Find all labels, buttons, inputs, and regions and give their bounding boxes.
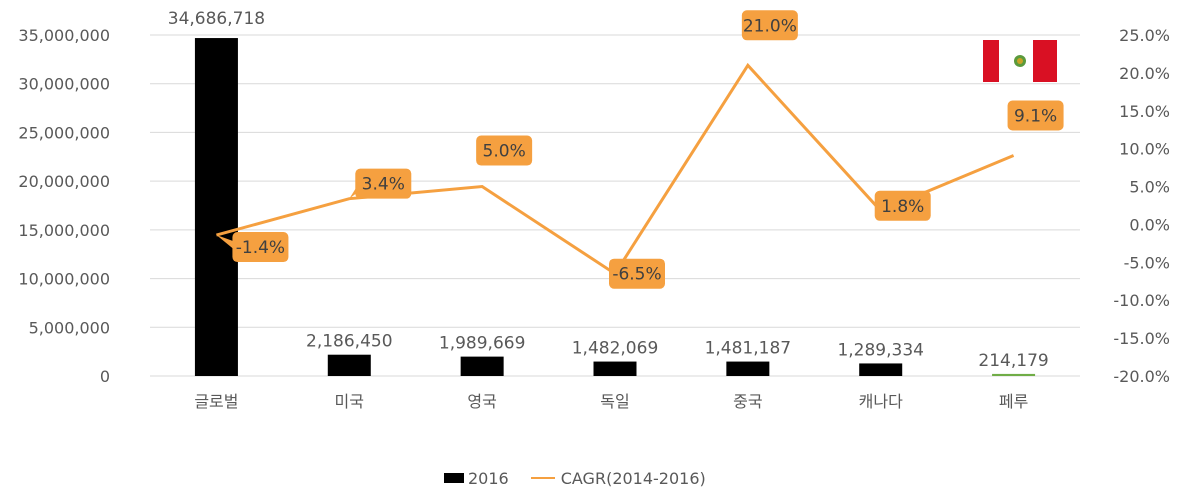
callout-box <box>874 190 931 221</box>
category-labels: 글로벌 미국 영국 독일 중국 캐나다 페루 <box>194 392 1028 411</box>
legend-swatch-bar <box>444 473 464 483</box>
cagr-polyline <box>216 62 1015 276</box>
category-label: 독일 <box>600 392 629 411</box>
left-tick-label: 25,000,000 <box>18 123 110 142</box>
left-tick-label: 30,000,000 <box>18 75 110 94</box>
bar-6 <box>992 373 1036 376</box>
cagr-callouts: -1.4% 3.4% 5.0% -6.5% 21.0% 1.8% 9.1% <box>216 10 1064 289</box>
left-tick-label: 35,000,000 <box>18 26 110 45</box>
category-label: 미국 <box>335 392 364 411</box>
bar-value-label: 1,989,669 <box>439 334 526 354</box>
callout-box <box>741 10 798 41</box>
right-tick-label: 5.0% <box>1129 178 1170 197</box>
bar-value-label: 1,289,334 <box>837 340 924 360</box>
legend-label-bar: 2016 <box>468 468 509 488</box>
callout-box <box>1007 100 1064 131</box>
bar-3 <box>593 361 637 376</box>
peru-flag <box>983 40 1057 82</box>
callout-pointer <box>349 179 362 199</box>
bar-5 <box>859 363 903 376</box>
cagr-value-label: 9.1% <box>1014 106 1057 126</box>
category-label: 중국 <box>733 392 762 411</box>
cagr-line <box>216 62 1015 276</box>
right-tick-label: 0.0% <box>1129 215 1170 234</box>
cagr-value-label: 3.4% <box>362 175 405 195</box>
right-axis-ticks: 25.0% 20.0% 15.0% 10.0% 5.0% 0.0% -5.0% -10.0% -… <box>1113 26 1170 386</box>
category-label: 글로벌 <box>194 392 238 411</box>
right-tick-label: 15.0% <box>1119 102 1170 121</box>
left-tick-label: 0 <box>100 367 110 386</box>
category-label: 영국 <box>467 392 496 411</box>
bar-labels: 34,686,718 2,186,450 1,989,669 1,482,069 1,4… <box>168 9 1049 371</box>
legend-swatch-line <box>530 477 555 479</box>
bar-1 <box>327 354 371 376</box>
cagr-value-label: -1.4% <box>236 238 285 258</box>
right-tick-label: -5.0% <box>1124 253 1170 272</box>
callout-box <box>476 135 533 166</box>
callout-box <box>232 232 289 263</box>
category-label: 페루 <box>999 392 1028 411</box>
bars <box>194 38 1036 377</box>
right-tick-label: 10.0% <box>1119 140 1170 159</box>
cagr-value-label: -6.5% <box>612 265 661 285</box>
bar-4 <box>726 361 770 376</box>
bar-value-label: 2,186,450 <box>306 332 393 352</box>
callout-box <box>609 258 665 289</box>
right-tick-label: -10.0% <box>1113 291 1170 310</box>
category-label: 캐나다 <box>859 392 903 411</box>
bar-value-label: 1,482,069 <box>572 339 659 359</box>
bar-value-label: 214,179 <box>978 351 1048 371</box>
legend: 2016 CAGR(2014-2016) <box>444 466 728 490</box>
left-axis-ticks: 35,000,000 30,000,000 25,000,000 20,000,000… <box>18 26 110 386</box>
left-tick-label: 5,000,000 <box>29 318 110 337</box>
right-tick-label: 20.0% <box>1119 64 1170 83</box>
bar-2 <box>460 356 504 376</box>
legend-item-bar: 2016 <box>444 469 509 488</box>
bar-value-label: 1,481,187 <box>705 339 792 359</box>
cagr-value-label: 5.0% <box>483 142 526 162</box>
left-tick-label: 20,000,000 <box>18 172 110 191</box>
cagr-value-label: 21.0% <box>743 16 797 36</box>
legend-label-line: CAGR(2014-2016) <box>560 468 706 488</box>
left-tick-label: 15,000,000 <box>18 221 110 240</box>
left-tick-label: 10,000,000 <box>18 270 110 289</box>
bar-0 <box>194 38 238 377</box>
gridlines <box>150 34 1080 377</box>
bar-value-label: 34,686,718 <box>168 9 265 29</box>
legend-item-line: CAGR(2014-2016) <box>530 468 706 488</box>
right-tick-label: 25.0% <box>1119 26 1170 45</box>
right-tick-label: -20.0% <box>1113 367 1170 386</box>
right-tick-label: -15.0% <box>1113 329 1170 348</box>
callout-pointer <box>216 235 239 254</box>
callout-box <box>355 168 412 199</box>
cagr-value-label: 1.8% <box>881 197 924 217</box>
